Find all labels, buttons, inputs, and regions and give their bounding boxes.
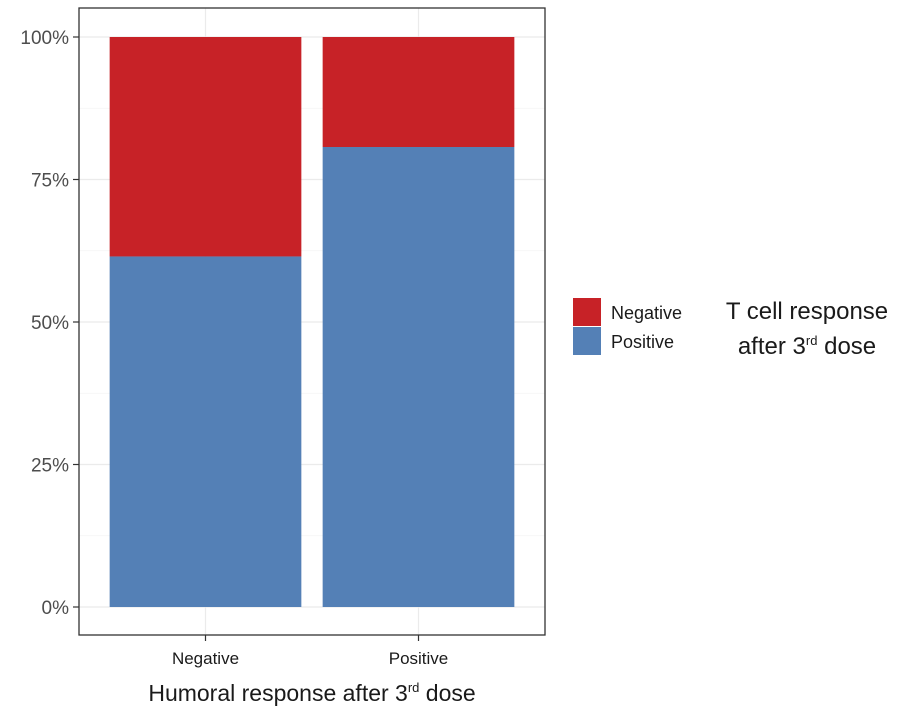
legend-title-line1: T cell response <box>726 298 888 325</box>
x-tick-label: Negative <box>172 649 239 668</box>
bars <box>109 37 515 607</box>
bar-positive-negative <box>322 37 515 148</box>
y-tick-label: 50% <box>31 313 69 334</box>
y-tick-label: 100% <box>20 28 69 49</box>
legend-title-line2: after 3rd dose <box>738 333 876 360</box>
x-tick-label: Positive <box>389 649 449 668</box>
bar-positive-positive <box>322 147 515 607</box>
legend-key-negative <box>573 298 601 326</box>
x-axis-ticks: Negative Positive <box>172 635 448 668</box>
y-tick-label: 75% <box>31 171 69 192</box>
y-tick-label: 25% <box>31 456 69 477</box>
bar-negative-positive <box>109 256 302 607</box>
legend-key-positive <box>573 327 601 355</box>
bar-negative-negative <box>109 37 302 257</box>
legend: Negative Positive T cell response after … <box>573 298 888 360</box>
y-axis-ticks: 0% 25% 50% 75% 100% <box>20 28 79 619</box>
legend-label-positive: Positive <box>611 332 674 352</box>
y-tick-label: 0% <box>42 598 70 619</box>
legend-label-negative: Negative <box>611 303 682 323</box>
x-axis-label: Humoral response after 3rd dose <box>148 680 475 706</box>
